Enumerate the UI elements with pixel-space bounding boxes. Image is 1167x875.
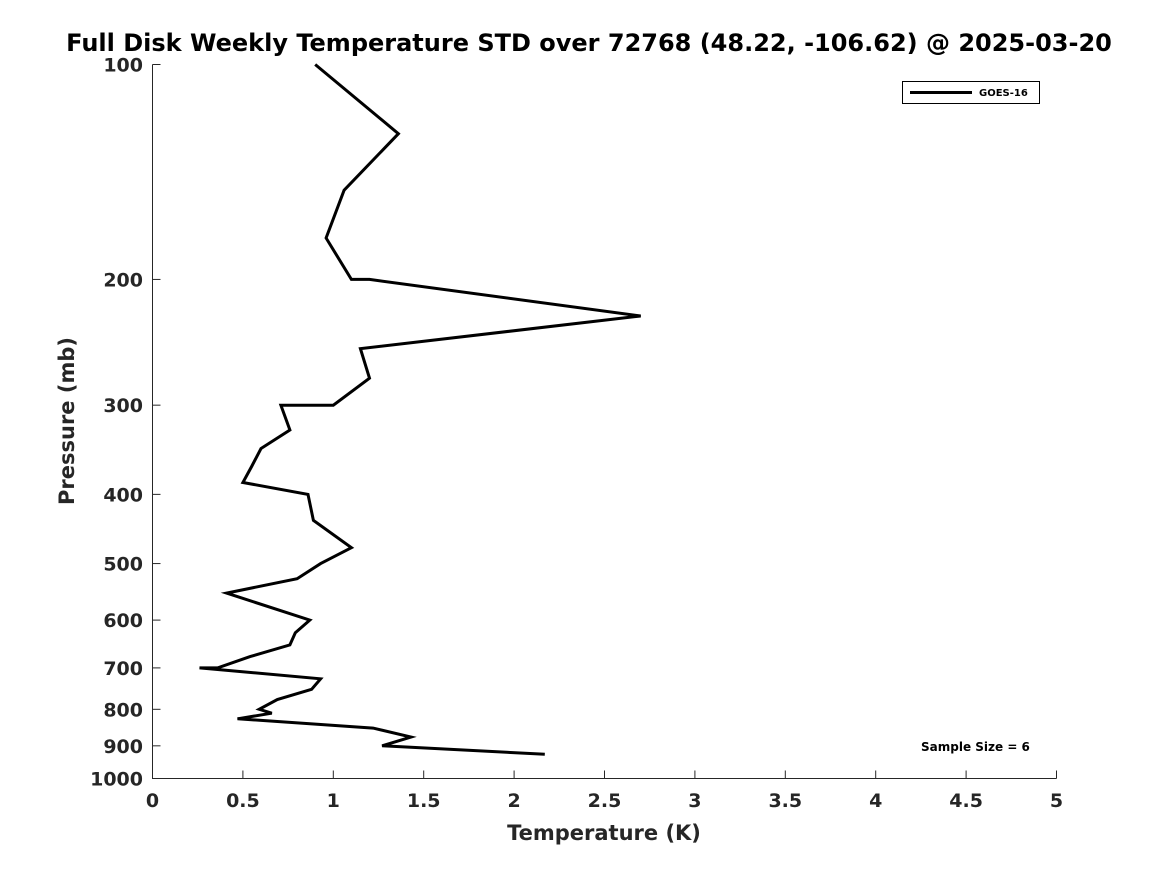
y-tick-label: 400 [103, 484, 143, 506]
x-tick-label: 4 [869, 790, 882, 812]
y-tick-label: 200 [103, 269, 143, 291]
legend-label-goes-16: GOES-16 [979, 88, 1028, 99]
x-tick-label: 0.5 [226, 790, 260, 812]
y-axis-label: Pressure (mb) [55, 337, 79, 505]
y-tick-label: 600 [103, 610, 143, 632]
x-tick-label: 1.5 [407, 790, 441, 812]
x-tick-label: 2.5 [588, 790, 622, 812]
series-line-goes-16 [199, 63, 641, 756]
y-tick-label: 300 [103, 395, 143, 417]
y-tick-label: 500 [103, 554, 143, 576]
y-tick-label: 900 [103, 736, 143, 758]
x-tick-label: 1 [327, 790, 340, 812]
y-axis-ticks: 100 200 300 400 500 600 700 800 900 1000 [90, 55, 161, 791]
chart-title: Full Disk Weekly Temperature STD over 72… [66, 29, 1112, 57]
y-tick-label: 700 [103, 658, 143, 680]
x-axis-label: Temperature (K) [507, 821, 701, 845]
x-axis-ticks: 0 0.5 1 1.5 2 2.5 3 3.5 4 4.5 5 [146, 770, 1063, 812]
x-tick-label: 3.5 [768, 790, 802, 812]
series-layer [199, 63, 641, 756]
sample-size-annotation: Sample Size = 6 [921, 740, 1030, 754]
y-tick-label: 100 [103, 55, 143, 77]
x-tick-label: 0 [146, 790, 159, 812]
x-tick-label: 2 [507, 790, 520, 812]
legend: GOES-16 [902, 81, 1040, 104]
x-tick-label: 4.5 [949, 790, 983, 812]
y-tick-label: 800 [103, 699, 143, 721]
x-tick-label: 3 [688, 790, 701, 812]
y-tick-label: 1000 [90, 769, 143, 791]
x-tick-label: 5 [1050, 790, 1063, 812]
